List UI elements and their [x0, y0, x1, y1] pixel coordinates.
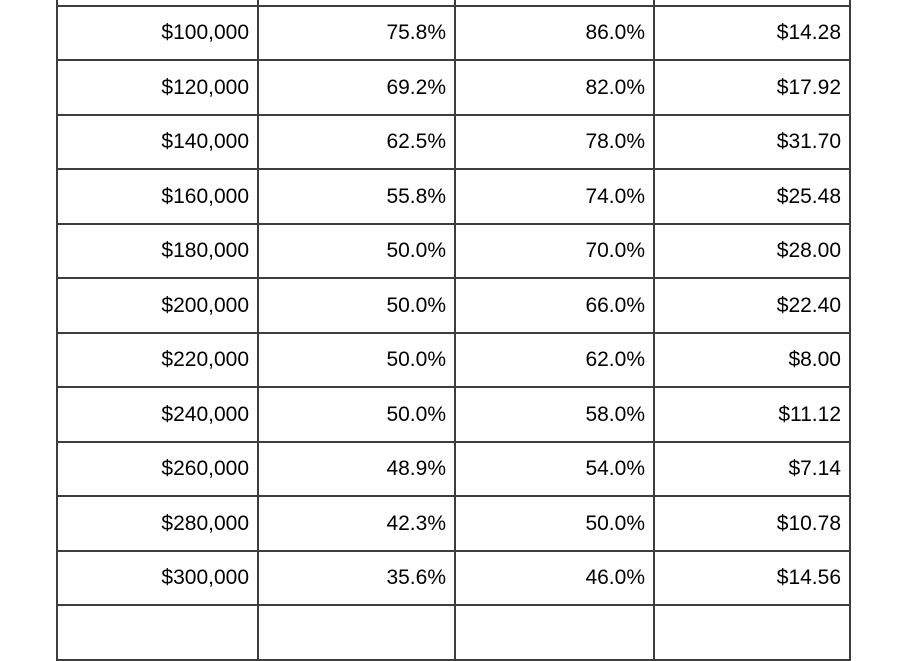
table-cell[interactable]	[454, 0, 655, 7]
table-cell[interactable]	[653, 604, 851, 661]
table-row: $220,000 50.0% 62.0% $8.00	[56, 331, 851, 388]
table-row: $180,000 50.0% 70.0% $28.00	[56, 222, 851, 279]
table-cell[interactable]: 86.0%	[454, 4, 655, 61]
table-cell[interactable]: 50.0%	[257, 386, 456, 443]
table-cell[interactable]: 50.0%	[454, 495, 655, 552]
table-cell[interactable]	[257, 604, 456, 661]
table-cell[interactable]: 54.0%	[454, 440, 655, 497]
table-cell[interactable]	[56, 0, 259, 7]
table-cell[interactable]: 62.5%	[257, 113, 456, 170]
table-row-partial-top	[56, 0, 851, 7]
table-cell[interactable]: $240,000	[56, 386, 259, 443]
table-cell[interactable]: 58.0%	[454, 386, 655, 443]
table-cell[interactable]: 66.0%	[454, 277, 655, 334]
table-cell[interactable]: 62.0%	[454, 331, 655, 388]
table-cell[interactable]: $300,000	[56, 549, 259, 606]
table-cell[interactable]: $220,000	[56, 331, 259, 388]
table-cell[interactable]: 70.0%	[454, 222, 655, 279]
table-cell[interactable]: $200,000	[56, 277, 259, 334]
table-cell[interactable]: 42.3%	[257, 495, 456, 552]
table-cell[interactable]: 50.0%	[257, 222, 456, 279]
table-cell[interactable]: $7.14	[653, 440, 851, 497]
table-cell[interactable]: $260,000	[56, 440, 259, 497]
table-cell[interactable]: $100,000	[56, 4, 259, 61]
table-row-partial-bottom	[56, 604, 851, 661]
table-cell[interactable]: $31.70	[653, 113, 851, 170]
table-cell[interactable]: $25.48	[653, 168, 851, 225]
table-cell[interactable]: 69.2%	[257, 59, 456, 116]
page: { "colors": { "background": "#ffffff", "…	[56, 0, 851, 661]
table-cell[interactable]: 48.9%	[257, 440, 456, 497]
table-cell[interactable]	[653, 0, 851, 7]
table-cell[interactable]: 78.0%	[454, 113, 655, 170]
table-cell[interactable]: 35.6%	[257, 549, 456, 606]
table-row: $260,000 48.9% 54.0% $7.14	[56, 440, 851, 497]
table-cell[interactable]: $14.28	[653, 4, 851, 61]
table-cell[interactable]: $17.92	[653, 59, 851, 116]
data-table: $100,000 75.8% 86.0% $14.28 $120,000 69.…	[56, 0, 851, 661]
table-row: $240,000 50.0% 58.0% $11.12	[56, 386, 851, 443]
table-cell[interactable]: 75.8%	[257, 4, 456, 61]
table-cell[interactable]: 50.0%	[257, 277, 456, 334]
table-cell[interactable]: $14.56	[653, 549, 851, 606]
table-cell[interactable]: $8.00	[653, 331, 851, 388]
table-row: $200,000 50.0% 66.0% $22.40	[56, 277, 851, 334]
table-cell[interactable]: 82.0%	[454, 59, 655, 116]
table-row: $100,000 75.8% 86.0% $14.28	[56, 4, 851, 61]
table-cell[interactable]: $280,000	[56, 495, 259, 552]
table-row: $300,000 35.6% 46.0% $14.56	[56, 549, 851, 606]
table-cell[interactable]: $22.40	[653, 277, 851, 334]
table-cell[interactable]: 50.0%	[257, 331, 456, 388]
table-cell[interactable]: $160,000	[56, 168, 259, 225]
table-cell[interactable]: $120,000	[56, 59, 259, 116]
table-cell[interactable]: $11.12	[653, 386, 851, 443]
table-cell[interactable]	[257, 0, 456, 7]
table-row: $280,000 42.3% 50.0% $10.78	[56, 495, 851, 552]
table-row: $140,000 62.5% 78.0% $31.70	[56, 113, 851, 170]
table-cell[interactable]: $180,000	[56, 222, 259, 279]
table-cell[interactable]: $10.78	[653, 495, 851, 552]
table-cell[interactable]: 74.0%	[454, 168, 655, 225]
table-row: $120,000 69.2% 82.0% $17.92	[56, 59, 851, 116]
table-cell[interactable]	[56, 604, 259, 661]
table-cell[interactable]	[454, 604, 655, 661]
table-cell[interactable]: 55.8%	[257, 168, 456, 225]
table-cell[interactable]: $28.00	[653, 222, 851, 279]
table-cell[interactable]: $140,000	[56, 113, 259, 170]
table-row: $160,000 55.8% 74.0% $25.48	[56, 168, 851, 225]
table-cell[interactable]: 46.0%	[454, 549, 655, 606]
